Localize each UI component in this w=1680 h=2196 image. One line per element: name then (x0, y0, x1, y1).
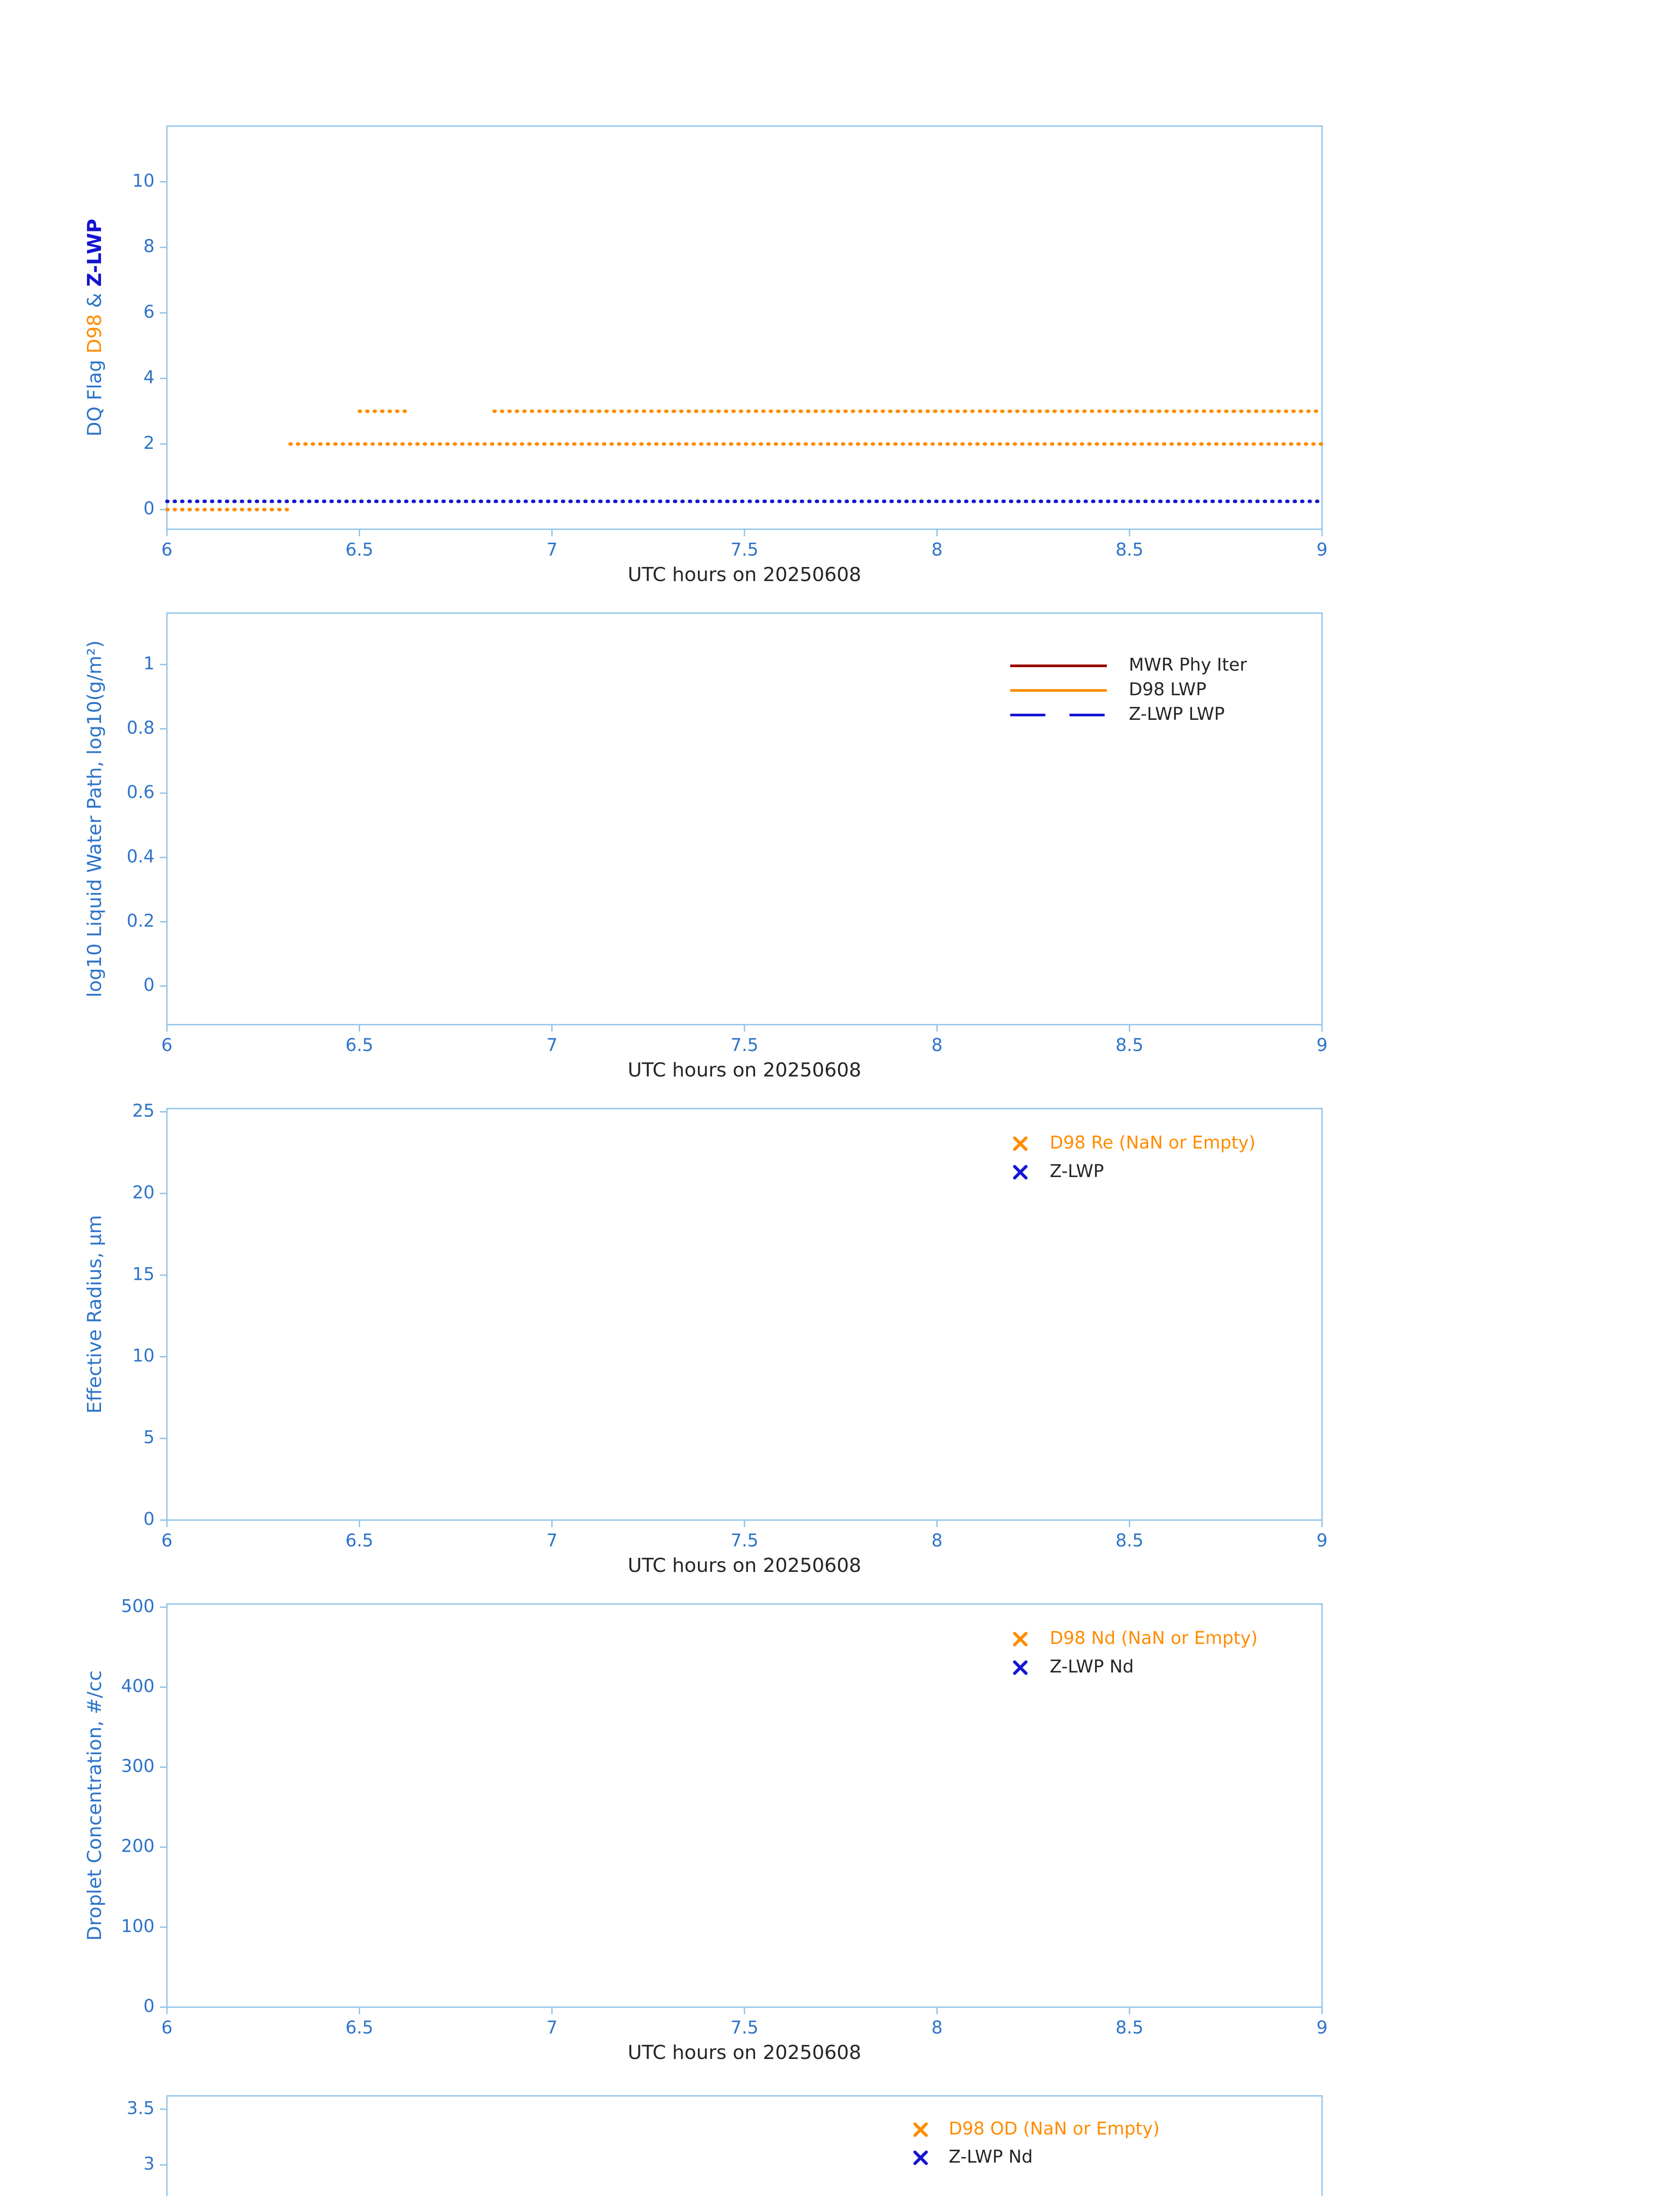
x-tick-label: 7.5 (730, 1035, 759, 1055)
x-tick-label: 6 (161, 1035, 172, 1055)
legend-label: Z-LWP (1050, 1161, 1104, 1181)
x-tick-label: 9 (1316, 2018, 1327, 2038)
x-tick-label: 6.5 (346, 1035, 374, 1055)
panel-effective-radius: 6 6.5 7 7.5 8 8.5 9 UTC hours on 20250608 0 5 10 15… (83, 1101, 1328, 1577)
x-tick-label: 8 (932, 540, 943, 560)
axes-box (166, 1108, 1323, 1521)
y-axis-label: Droplet Concentration, #/cc (83, 1670, 106, 1941)
y-tick-label: 6 (144, 302, 155, 322)
y-tick-label: 10 (132, 1346, 155, 1366)
y-tick-label: 400 (121, 1676, 155, 1696)
y-tick-label: 25 (132, 1101, 155, 1121)
x-tick-label: 7 (546, 540, 557, 560)
x-tick-label: 6.5 (346, 540, 374, 560)
x-tick-label: 8.5 (1116, 1531, 1144, 1551)
x-tick-label: 6 (161, 540, 172, 560)
y-tick-label: 500 (121, 1596, 155, 1616)
x-tick-label: 8.5 (1116, 2018, 1144, 2038)
y-tick-label: 200 (121, 1836, 155, 1856)
x-tick-label: 9 (1316, 1531, 1327, 1551)
x-tick-label: 6.5 (346, 2018, 374, 2038)
y-tick-label: 0 (144, 1509, 155, 1529)
y-tick-label: 0 (144, 1996, 155, 2016)
legend-x-marker (1013, 1660, 1028, 1675)
x-tick-label: 9 (1316, 540, 1327, 560)
x-tick-label: 8.5 (1116, 1035, 1144, 1055)
x-tick-label: 7 (546, 1531, 557, 1551)
y-tick-label: 3.5 (126, 2098, 155, 2118)
legend-label: D98 LWP (1129, 679, 1207, 700)
legend-label: Z-LWP Nd (949, 2147, 1033, 2167)
y-tick-label: 0 (144, 498, 155, 519)
y-tick-label: 1 (144, 654, 155, 674)
panel-lwp: 6 6.5 7 7.5 8 8.5 9 UTC hours on 20250608 0 0.2 0.… (83, 612, 1328, 1081)
y-tick-label: 100 (121, 1916, 155, 1936)
legend-label: Z-LWP Nd (1050, 1657, 1134, 1677)
x-tick-label: 8.5 (1116, 540, 1144, 560)
legend-label: D98 Re (NaN or Empty) (1050, 1133, 1256, 1153)
y-tick-label: 0.2 (126, 911, 155, 931)
y-tick-label: 4 (144, 368, 155, 388)
y-tick-label: 0.4 (126, 846, 155, 867)
axes-box (166, 2095, 1323, 2196)
y-tick-label: 0 (144, 975, 155, 995)
x-tick-label: 6 (161, 1531, 172, 1551)
x-tick-label: 8 (932, 1035, 943, 1055)
legend-x-marker (1013, 1136, 1028, 1151)
y-tick-label: 20 (132, 1182, 155, 1203)
y-tick-label: 300 (121, 1756, 155, 1777)
x-tick-label: 7.5 (730, 1531, 759, 1551)
y-tick-label: 3 (144, 2154, 155, 2174)
legend-label: Z-LWP LWP (1129, 704, 1225, 724)
legend-label: D98 OD (NaN or Empty) (949, 2119, 1160, 2139)
x-tick-label: 7.5 (730, 540, 759, 560)
y-tick-label: 10 (132, 171, 155, 191)
legend-x-marker (913, 2122, 928, 2137)
y-tick-label: 8 (144, 236, 155, 256)
y-tick-label: 2 (144, 433, 155, 453)
panel-droplet-concentration: 6 6.5 7 7.5 8 8.5 9 UTC hours on 20250608 0 100 20… (83, 1596, 1328, 2064)
x-axis-label: UTC hours on 20250608 (628, 1059, 861, 1081)
y-axis-label: Effective Radius, μm (83, 1215, 106, 1413)
legend-label: MWR Phy Iter (1129, 655, 1247, 675)
y-axis-label: log10 Liquid Water Path, log10(g/m²) (83, 640, 106, 997)
legend-x-marker (1013, 1632, 1028, 1647)
x-tick-label: 7 (546, 1035, 557, 1055)
y-tick-label: 15 (132, 1264, 155, 1284)
legend-x-marker (913, 2150, 928, 2165)
x-tick-label: 7 (546, 2018, 557, 2038)
y-tick-label: 0.6 (126, 782, 155, 802)
x-tick-label: 9 (1316, 1035, 1327, 1055)
x-tick-label: 8 (932, 2018, 943, 2038)
x-tick-label: 8 (932, 1531, 943, 1551)
x-tick-label: 6 (161, 2018, 172, 2038)
y-tick-label: 5 (144, 1427, 155, 1448)
legend-x-marker (1013, 1165, 1028, 1180)
x-tick-label: 6.5 (346, 1531, 374, 1551)
panel-dq-flag: 6 6.5 7 7.5 8 8.5 9 UTC hours on 20250608 0 2 4 6 8 1… (83, 125, 1328, 586)
x-tick-label: 7.5 (730, 2018, 759, 2038)
y-tick-label: 0.8 (126, 718, 155, 738)
axes-box (166, 125, 1323, 530)
y-axis-label: DQ Flag D98 & Z-LWP (83, 219, 106, 437)
x-axis-label: UTC hours on 20250608 (628, 1554, 861, 1577)
legend-label: D98 Nd (NaN or Empty) (1050, 1628, 1257, 1648)
axes-box (166, 1603, 1323, 2008)
x-axis-label: UTC hours on 20250608 (628, 2041, 861, 2064)
x-axis-label: UTC hours on 20250608 (628, 563, 861, 586)
